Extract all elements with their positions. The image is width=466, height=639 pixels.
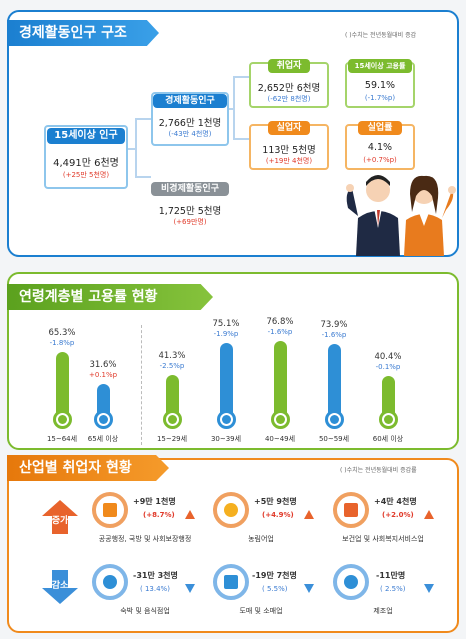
employed-label: 취업자 xyxy=(268,59,310,73)
inactive-change: (+69만명) xyxy=(173,218,207,226)
down-arrow-icon xyxy=(185,584,195,593)
increase-value-2: +4만 4천명 xyxy=(374,497,417,506)
pop15-change: (+25만 5천명) xyxy=(62,171,110,179)
up-arrow-icon xyxy=(304,510,314,519)
increase-rate-1: (+4.9%) xyxy=(262,511,294,519)
dining-icon xyxy=(103,575,117,589)
person-icon xyxy=(94,410,113,429)
age-label-1: 65세 이상 xyxy=(87,435,119,443)
age-bar-6 xyxy=(382,375,395,414)
decrease-badge: 감소 xyxy=(40,566,80,610)
unemp-rate-label: 실업률 xyxy=(358,121,402,135)
pop15-label: 15세이상 인구 xyxy=(47,128,125,144)
age-change-2: -2.5%p xyxy=(159,361,185,370)
person-icon xyxy=(379,410,398,429)
age-value-4: 76.8% xyxy=(266,317,294,328)
decrease-value-1: -19만 7천명 xyxy=(252,571,297,580)
increase-rate-2: (+2.0%) xyxy=(382,511,414,519)
age-value-5: 73.9% xyxy=(320,319,348,330)
emp-rate-label: 15세이상 고용률 xyxy=(348,59,412,73)
age-label-2: 15~29세 xyxy=(156,435,188,443)
age-change-6: -0.1%p xyxy=(375,362,401,371)
age-title: 연령계층별 고용률 현황 xyxy=(7,284,213,310)
age-value-1: 31.6% xyxy=(89,359,117,370)
age-value-0: 65.3% xyxy=(48,327,76,338)
decrease-rate-2: ( 2.5%) xyxy=(380,585,406,593)
increase-value-0: +9만 1천명 xyxy=(133,497,176,506)
emp-rate-value: 59.1% xyxy=(364,80,396,91)
unemployed-box xyxy=(249,124,329,170)
decrease-rate-1: ( 5.5%) xyxy=(262,585,288,593)
decrease-name-1: 도매 및 소매업 xyxy=(239,607,283,615)
age-bar-5 xyxy=(328,343,341,414)
age-change-1: +0.1%p xyxy=(88,370,118,379)
person-icon xyxy=(271,410,290,429)
down-arrow-icon xyxy=(424,584,434,593)
age-label-3: 30~39세 xyxy=(210,435,242,443)
age-value-2: 41.3% xyxy=(158,350,186,361)
age-bar-2 xyxy=(166,374,179,414)
employed-value: 2,652만 6천명 xyxy=(257,83,321,94)
decrease-name-0: 숙박 및 음식점업 xyxy=(120,607,170,615)
basket-icon xyxy=(224,575,238,589)
active-change: (-43만 4천명) xyxy=(168,130,212,138)
age-label-4: 40~49세 xyxy=(264,435,296,443)
unemp-rate-change: (+0.7%p) xyxy=(363,156,397,164)
decrease-label: 감소 xyxy=(51,581,69,591)
age-change-4: -1.6%p xyxy=(267,328,293,337)
decrease-name-2: 제조업 xyxy=(373,607,393,615)
medical-kit-icon xyxy=(344,503,358,517)
structure-title: 경제활동인구 구조 xyxy=(7,20,159,46)
increase-badge: 증가 xyxy=(40,498,80,542)
inactive-value: 1,725만 5천명 xyxy=(158,206,222,217)
age-bar-3 xyxy=(220,342,233,414)
unemployed-change: (+19만 4천명) xyxy=(265,157,313,165)
increase-label: 증가 xyxy=(51,516,69,526)
increase-name-0: 공공행정, 국방 및 사회보장행정 xyxy=(98,535,192,543)
age-bar-1 xyxy=(97,383,110,414)
wheat-icon xyxy=(224,503,238,517)
age-label-5: 50~59세 xyxy=(318,435,350,443)
age-bar-4 xyxy=(274,341,287,414)
age-change-0: -1.8%p xyxy=(49,338,75,347)
person-icon xyxy=(217,410,236,429)
age-change-5: -1.6%p xyxy=(321,330,347,339)
up-arrow-icon xyxy=(185,510,195,519)
inactive-label: 비경제활동인구 xyxy=(151,182,229,196)
pop15-value: 4,491만 6천명 xyxy=(53,158,119,169)
industry-title: 산업별 취업자 현황 xyxy=(7,455,169,481)
gear-icon xyxy=(344,575,358,589)
employed-change: (-62만 8천명) xyxy=(267,95,311,103)
structure-note: ( )수치는 전년동월대비 증감 xyxy=(345,32,417,39)
unemployed-value: 113만 5천명 xyxy=(262,145,316,156)
age-label-6: 60세 이상 xyxy=(372,435,404,443)
person-icon xyxy=(163,410,182,429)
industry-panel xyxy=(7,458,459,633)
emp-rate-change: (-1.7%p) xyxy=(364,94,396,102)
increase-name-2: 보건업 및 사회복지서비스업 xyxy=(342,535,424,543)
increase-name-1: 농림어업 xyxy=(248,535,274,543)
age-value-6: 40.4% xyxy=(374,351,402,362)
up-arrow-icon xyxy=(424,510,434,519)
decrease-rate-0: ( 13.4%) xyxy=(140,585,170,593)
decrease-value-2: -11만명 xyxy=(376,571,406,580)
down-arrow-icon xyxy=(304,584,314,593)
age-change-3: -1.9%p xyxy=(213,329,239,338)
age-label-0: 15~64세 xyxy=(46,435,78,443)
active-value: 2,766만 1천명 xyxy=(158,118,222,129)
age-bar-0 xyxy=(56,351,69,414)
unemployed-label: 실업자 xyxy=(268,121,310,135)
increase-value-1: +5만 9천명 xyxy=(254,497,297,506)
person-icon xyxy=(325,410,344,429)
decrease-value-0: -31만 3천명 xyxy=(133,571,178,580)
active-label: 경제활동인구 xyxy=(153,94,227,108)
age-value-3: 75.1% xyxy=(212,318,240,329)
document-icon xyxy=(103,503,117,517)
unemp-rate-value: 4.1% xyxy=(367,142,393,153)
people-illustration xyxy=(346,175,456,256)
industry-note: ( )수치는 전년동월대비 증감률 xyxy=(340,467,417,474)
person-icon xyxy=(53,410,72,429)
increase-rate-0: (+8.7%) xyxy=(143,511,175,519)
